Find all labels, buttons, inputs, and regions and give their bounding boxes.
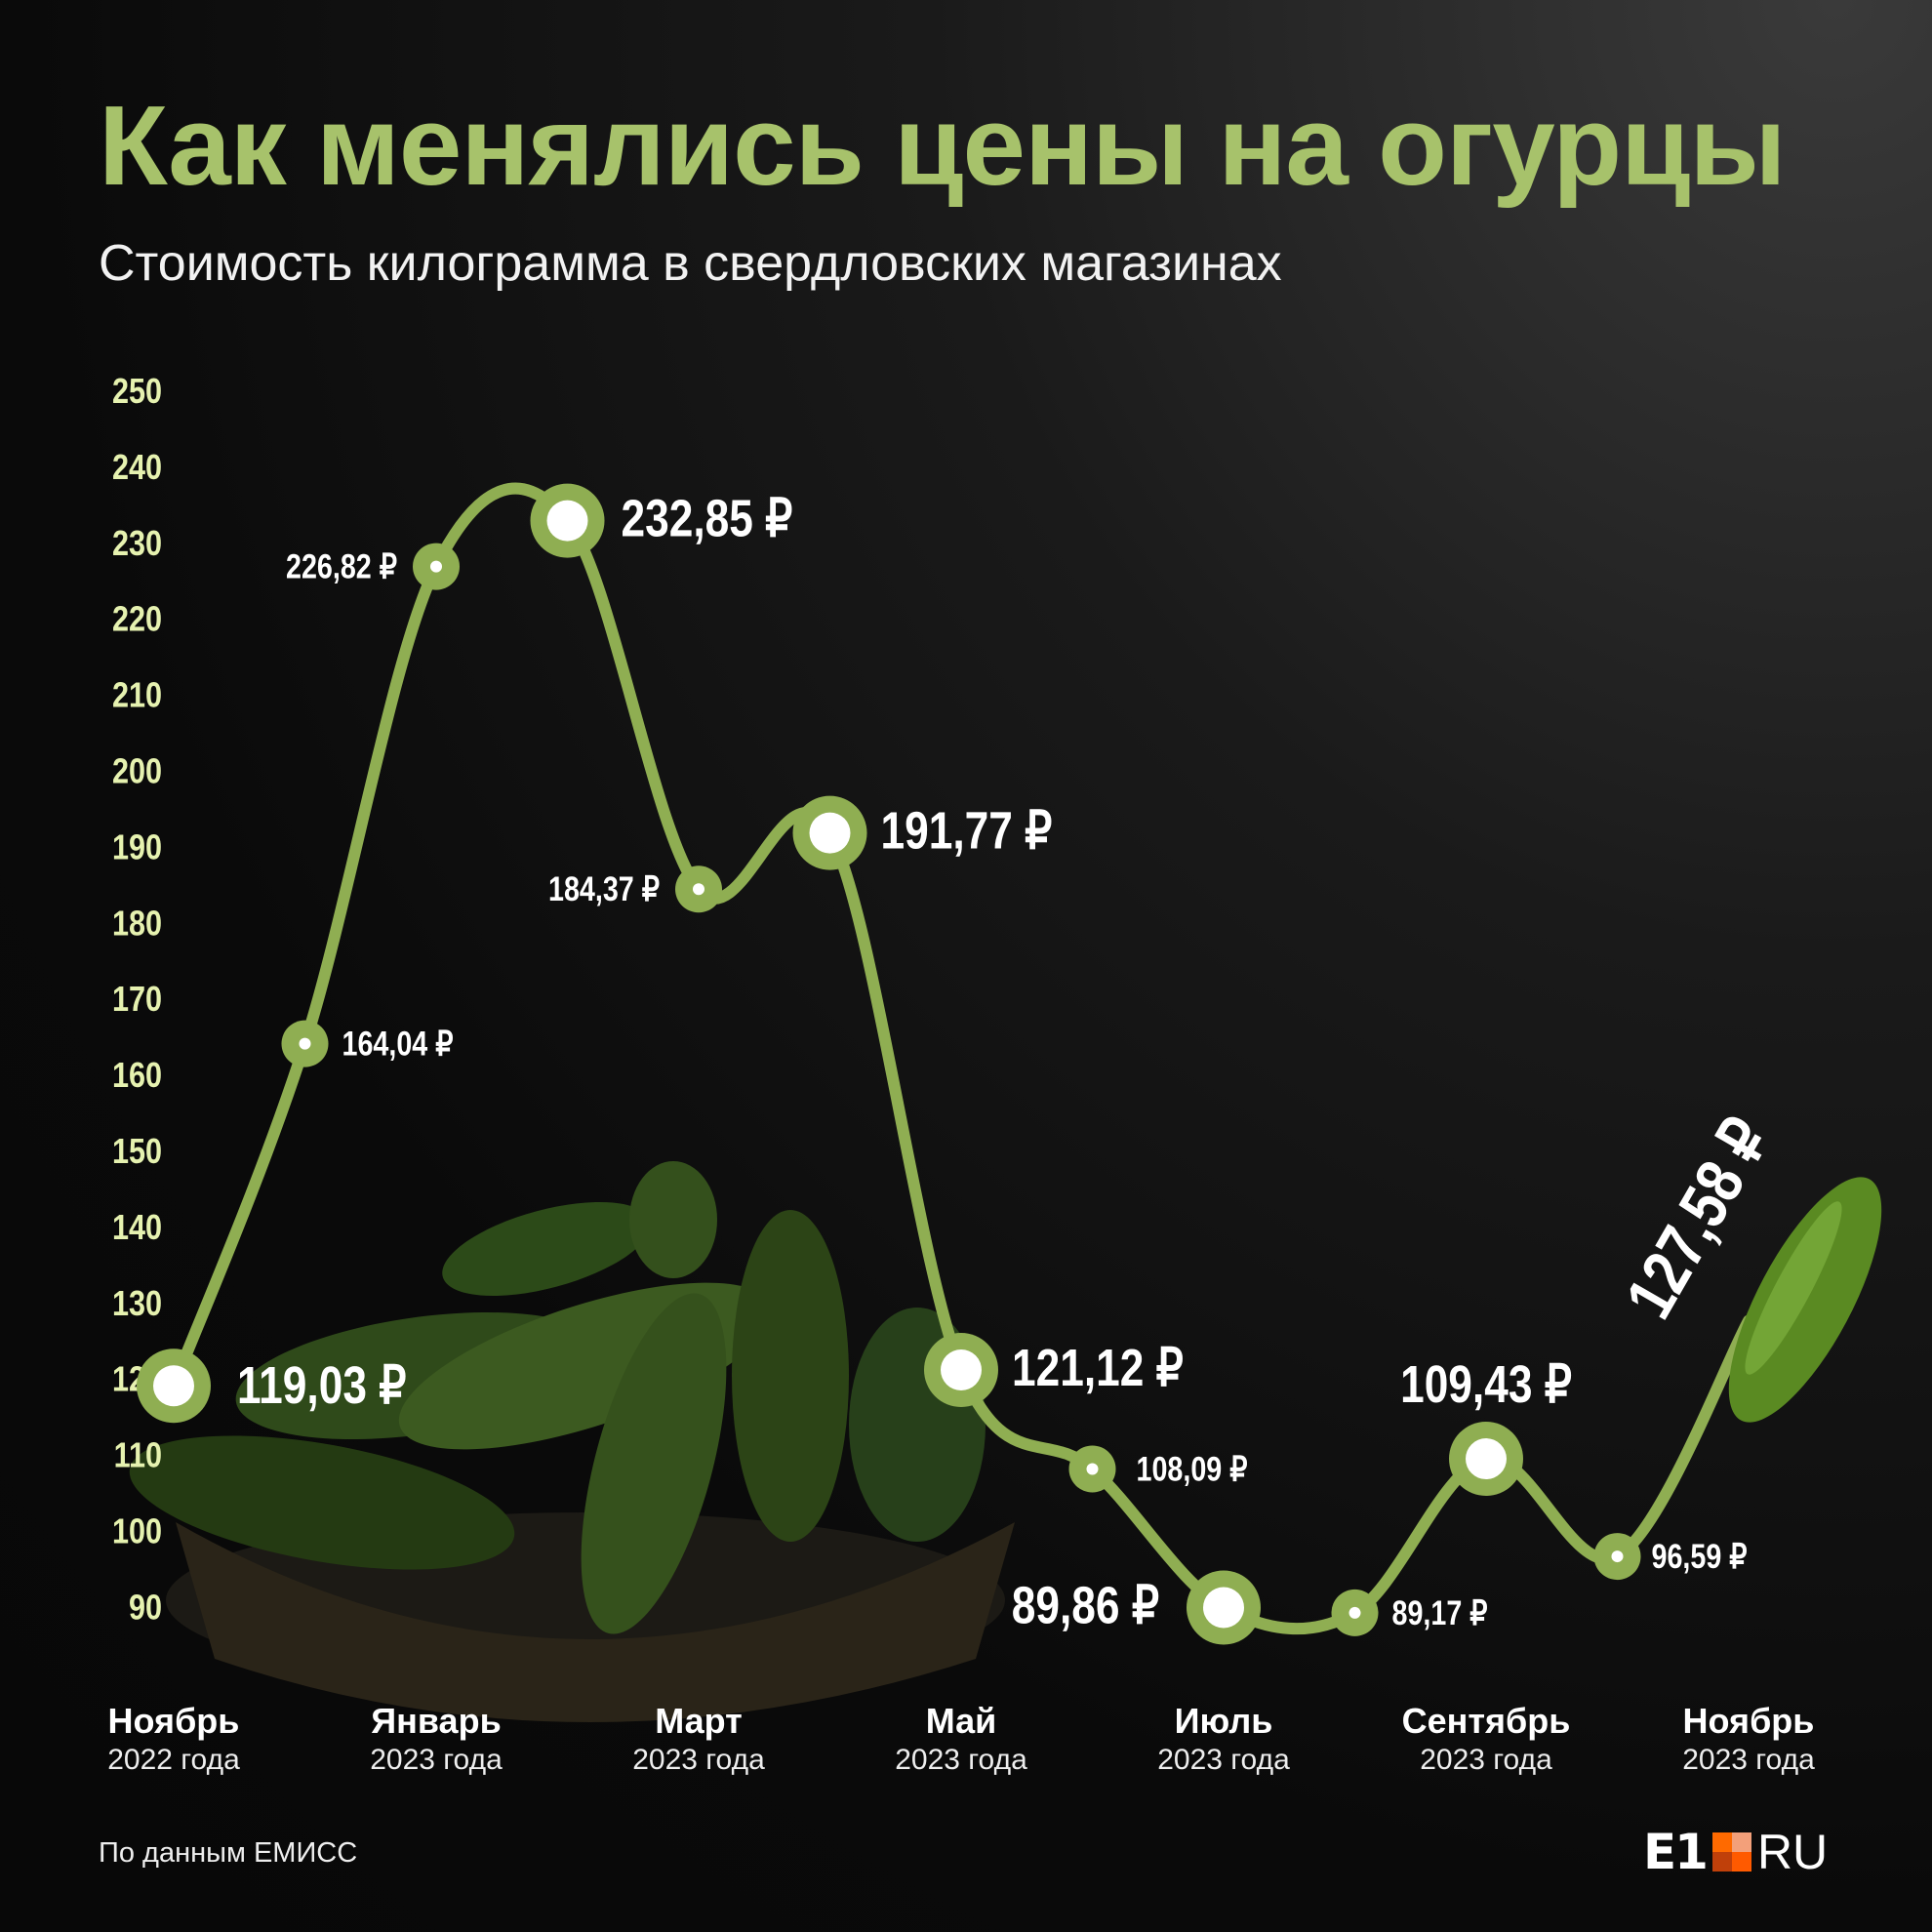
data-point-center — [153, 1365, 194, 1407]
data-labels: 119,03 ₽ 164,04 ₽ 226,82 ₽ 232,85 ₽ 184,37 ₽… — [237, 489, 1785, 1634]
data-label: 109,43 ₽ — [1400, 1355, 1572, 1414]
x-label-year: 2023 года — [1420, 1744, 1552, 1776]
data-label: 108,09 ₽ — [1137, 1450, 1248, 1488]
x-label-month: Сентябрь — [1402, 1701, 1571, 1741]
y-tick-label: 100 — [112, 1512, 162, 1551]
logo-square-cell — [1711, 1852, 1732, 1872]
y-tick-label: 210 — [112, 676, 162, 715]
y-tick-label: 250 — [112, 373, 162, 412]
data-point-center — [693, 883, 704, 896]
data-point-center — [1086, 1463, 1099, 1475]
y-tick-label: 140 — [112, 1209, 162, 1248]
data-label: 119,03 ₽ — [237, 1356, 406, 1415]
data-label: 232,85 ₽ — [622, 489, 793, 547]
source-note: По данным ЕМИСС — [99, 1837, 358, 1869]
x-label-year: 2022 года — [107, 1744, 240, 1776]
y-tick-label: 130 — [112, 1285, 162, 1324]
y-tick-label: 170 — [112, 981, 162, 1020]
data-label: 226,82 ₽ — [286, 547, 397, 585]
y-tick-label: 110 — [114, 1436, 162, 1475]
data-label: 89,86 ₽ — [1012, 1576, 1159, 1634]
x-label-month: Ноябрь — [1683, 1701, 1815, 1741]
data-point-center — [941, 1348, 982, 1390]
y-tick-label: 220 — [112, 600, 162, 639]
x-label-year: 2023 года — [1682, 1744, 1815, 1776]
data-point-center — [1466, 1438, 1507, 1480]
y-axis-ticks: 250 240 230 220 210 200 190 180 170 160 150 140 130 1… — [112, 373, 162, 1628]
logo-ru: RU — [1756, 1825, 1829, 1879]
data-point-center — [1348, 1606, 1361, 1619]
data-label: 164,04 ₽ — [342, 1025, 454, 1063]
y-tick-label: 180 — [112, 905, 162, 944]
y-tick-label: 240 — [112, 449, 162, 488]
x-label-month: Май — [926, 1701, 997, 1741]
logo-square-cell — [1731, 1832, 1751, 1852]
x-label-year: 2023 года — [370, 1744, 503, 1776]
logo-square-icon — [1711, 1832, 1751, 1872]
data-point-center — [1611, 1550, 1624, 1563]
y-tick-label: 150 — [112, 1133, 162, 1172]
data-point-center — [299, 1037, 311, 1050]
x-label-year: 2023 года — [895, 1744, 1027, 1776]
data-point-center — [546, 500, 588, 542]
y-tick-label: 160 — [112, 1057, 162, 1096]
x-label-month: Январь — [371, 1701, 501, 1741]
x-label-year: 2023 года — [632, 1744, 765, 1776]
data-label: 121,12 ₽ — [1012, 1339, 1184, 1397]
data-label: 191,77 ₽ — [881, 801, 1053, 860]
x-label-year: 2023 года — [1157, 1744, 1290, 1776]
cucumber-marker — [1728, 1177, 1882, 1423]
y-tick-label: 200 — [112, 752, 162, 791]
data-point-center — [809, 812, 851, 854]
data-label: 184,37 ₽ — [548, 870, 660, 908]
cucumber-bowl-illustration — [129, 1161, 1015, 1722]
y-tick-label: 190 — [112, 828, 162, 867]
y-tick-label: 230 — [112, 525, 162, 564]
y-tick-label: 90 — [129, 1589, 162, 1628]
data-point-center — [430, 560, 442, 573]
data-point-center — [1203, 1587, 1244, 1629]
e1-logo: E1 RU — [1643, 1824, 1828, 1880]
x-label-month: Ноябрь — [108, 1701, 240, 1741]
data-label: 96,59 ₽ — [1652, 1537, 1748, 1575]
page-subtitle: Стоимость килограмма в свердловских мага… — [99, 235, 1282, 292]
data-points — [137, 483, 1641, 1645]
data-label: 89,17 ₽ — [1392, 1593, 1488, 1631]
logo-e1: E1 — [1643, 1824, 1709, 1880]
page-title: Как менялись цены на огурцы — [99, 82, 1787, 209]
logo-square-cell — [1711, 1832, 1732, 1852]
logo-square-cell — [1731, 1852, 1751, 1872]
x-label-month: Июль — [1175, 1701, 1273, 1741]
x-label-month: Март — [655, 1701, 743, 1741]
